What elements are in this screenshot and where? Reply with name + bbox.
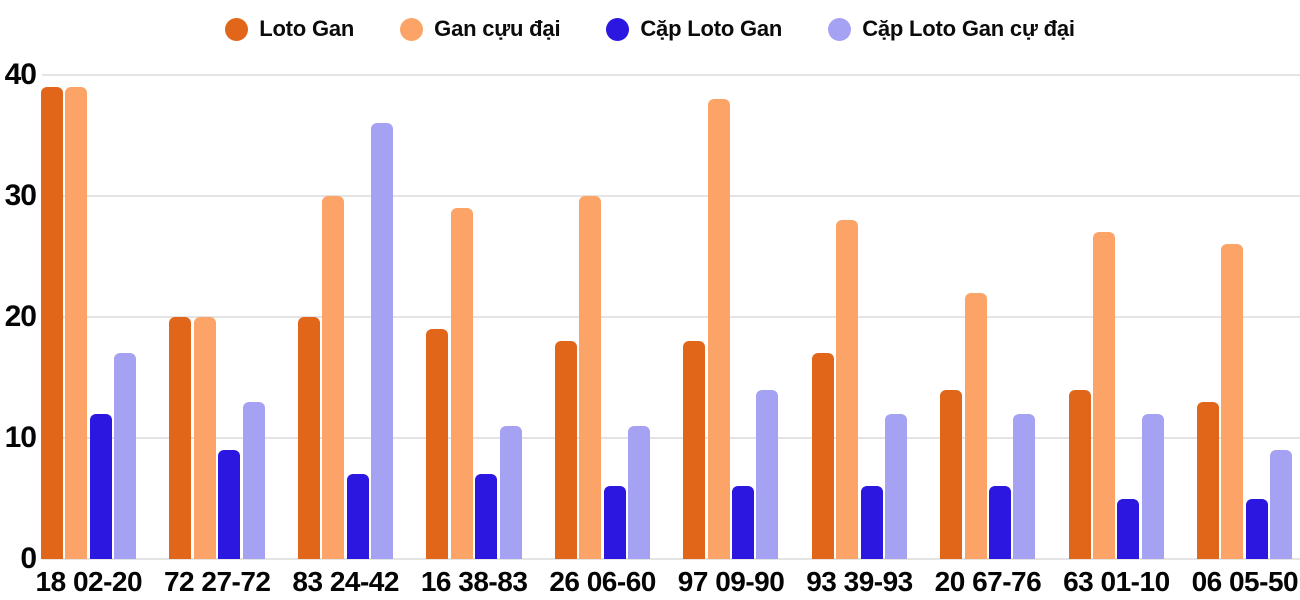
bar-series-3-cat-7 — [1013, 413, 1036, 559]
bar-series-2-cat-5 — [732, 486, 755, 559]
bar-series-1-cat-6 — [836, 220, 859, 559]
bar-series-1-cat-1 — [193, 317, 216, 559]
x-axis-category-label: 63 01-10 — [1063, 566, 1170, 597]
y-axis-tick-label: 10 — [4, 421, 37, 454]
legend-swatch-icon — [400, 17, 424, 41]
bar-series-0-cat-2 — [297, 317, 320, 559]
bar-series-1-cat-2 — [322, 196, 345, 559]
bar-series-3-cat-9 — [1270, 450, 1293, 559]
y-axis-tick-label: 20 — [4, 300, 37, 333]
bar-series-3-cat-8 — [1141, 413, 1164, 559]
y-axis-tick-label: 40 — [4, 58, 37, 91]
gridline-y-40 — [42, 74, 1300, 76]
bar-series-1-cat-4 — [579, 196, 602, 559]
x-axis-category-label: 93 39-93 — [806, 566, 913, 597]
bar-series-2-cat-2 — [346, 474, 369, 559]
gridline-y-0 — [42, 558, 1300, 560]
legend-swatch-icon — [606, 17, 630, 41]
bar-series-1-cat-9 — [1221, 244, 1244, 559]
bar-series-2-cat-3 — [475, 474, 498, 559]
bar-series-3-cat-3 — [499, 425, 522, 559]
legend-swatch-icon — [225, 17, 249, 41]
bar-series-2-cat-4 — [603, 486, 626, 559]
bar-series-0-cat-8 — [1068, 389, 1091, 559]
bar-series-2-cat-1 — [218, 450, 241, 559]
bar-series-0-cat-6 — [811, 353, 834, 559]
bar-series-0-cat-4 — [554, 341, 577, 559]
x-axis-category-label: 06 05-50 — [1191, 566, 1299, 597]
x-axis-category-label: 18 02-20 — [35, 566, 143, 597]
bar-series-3-cat-0 — [114, 353, 137, 559]
bar-series-3-cat-2 — [371, 123, 394, 559]
bar-series-1-cat-3 — [450, 208, 473, 559]
legend-item-3: Cặp Loto Gan cự đại — [828, 16, 1075, 42]
legend-item-0: Loto Gan — [225, 16, 354, 42]
legend-item-1: Gan cựu đại — [400, 16, 561, 42]
x-axis-category-label: 97 09-90 — [677, 566, 785, 597]
gridline-y-30 — [42, 195, 1300, 197]
bar-series-2-cat-7 — [988, 486, 1011, 559]
gridline-y-10 — [42, 437, 1300, 439]
bar-series-2-cat-8 — [1117, 498, 1140, 559]
bar-series-2-cat-9 — [1245, 498, 1268, 559]
bar-series-0-cat-9 — [1197, 401, 1220, 559]
legend-item-2: Cặp Loto Gan — [606, 16, 782, 42]
legend-label: Loto Gan — [259, 16, 355, 41]
bar-series-3-cat-6 — [884, 413, 907, 559]
y-axis-tick-label: 30 — [4, 179, 37, 212]
bar-series-0-cat-1 — [169, 317, 192, 559]
x-axis-category-label: 83 24-42 — [292, 566, 399, 597]
x-axis-category-label: 26 06-60 — [549, 566, 656, 597]
bar-series-1-cat-0 — [65, 87, 88, 559]
x-axis-category-label: 20 67-76 — [934, 566, 1042, 597]
x-axis-category-label: 16 38-83 — [420, 566, 528, 597]
chart-legend: Loto Gan Gan cựu đại Cặp Loto Gan Cặp Loto … — [0, 8, 1300, 50]
bar-series-3-cat-1 — [242, 401, 265, 559]
bar-series-3-cat-4 — [628, 425, 650, 559]
bar-series-0-cat-0 — [41, 87, 63, 559]
bar-series-1-cat-5 — [707, 99, 730, 559]
x-axis-category-label: 72 27-72 — [163, 566, 271, 597]
legend-swatch-icon — [828, 17, 852, 41]
bar-series-3-cat-5 — [756, 389, 779, 559]
bar-series-0-cat-7 — [940, 389, 963, 559]
bar-series-0-cat-5 — [683, 341, 706, 559]
legend-label: Gan cựu đại — [434, 16, 561, 41]
bar-series-1-cat-7 — [964, 292, 987, 559]
bar-series-2-cat-6 — [860, 486, 883, 559]
bar-series-1-cat-8 — [1093, 232, 1115, 559]
legend-label: Cặp Loto Gan cự đại — [862, 16, 1075, 41]
bar-series-0-cat-3 — [426, 329, 449, 559]
y-axis-tick-label: 0 — [20, 542, 37, 575]
gridline-y-20 — [42, 316, 1300, 318]
legend-label: Cặp Loto Gan — [640, 16, 783, 41]
bar-series-2-cat-0 — [89, 413, 112, 559]
